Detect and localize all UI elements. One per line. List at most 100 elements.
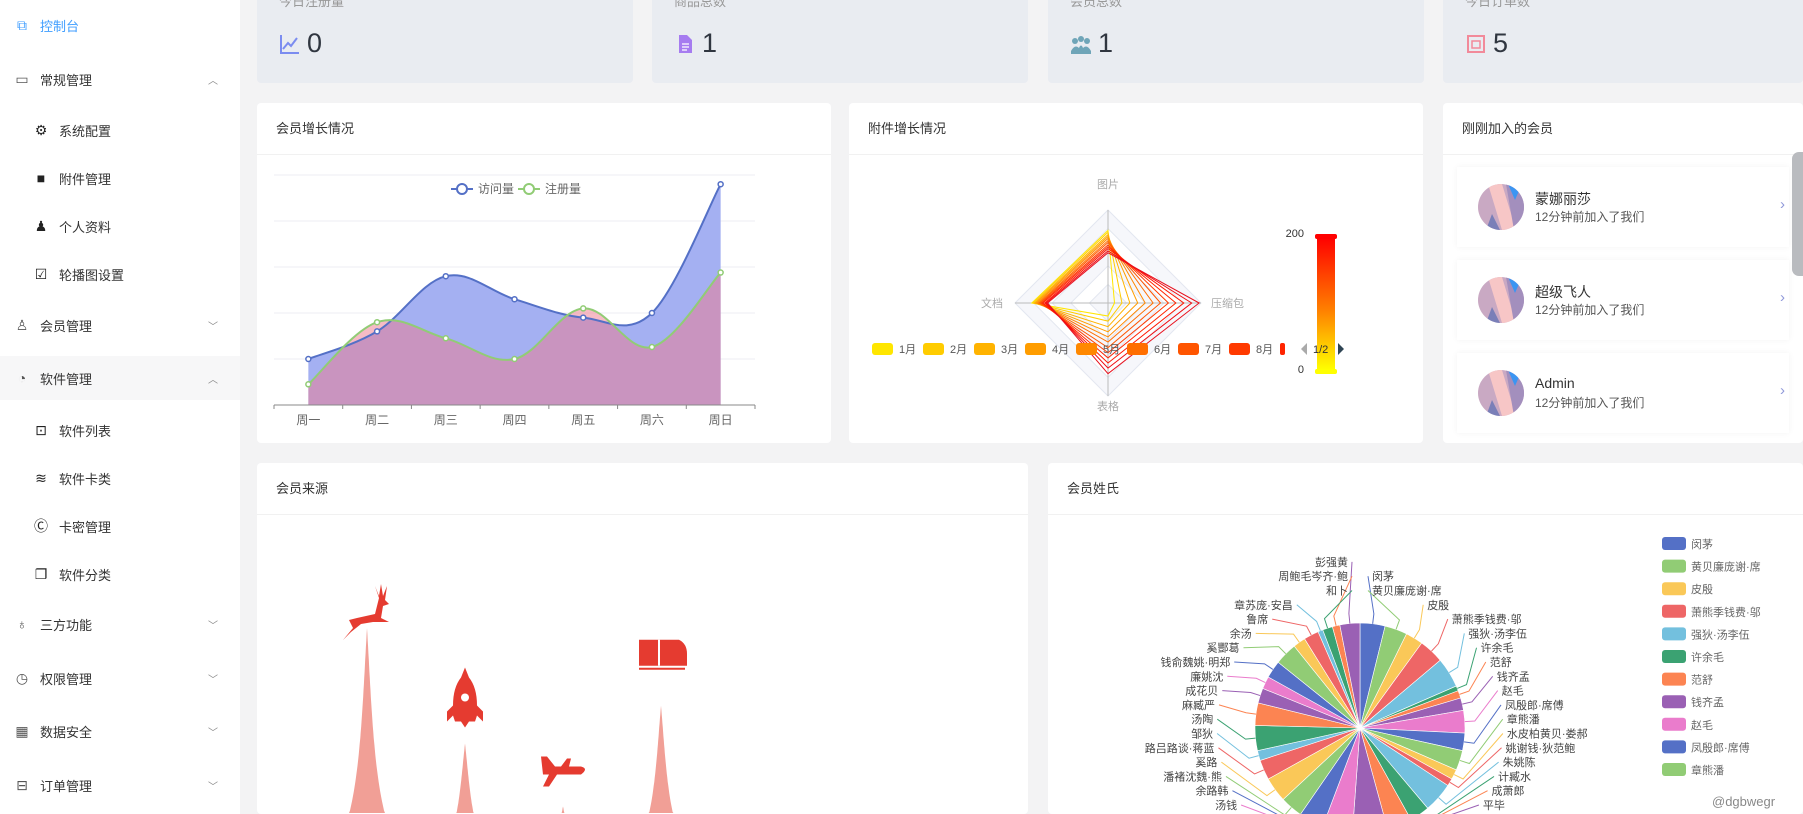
- pie-slice[interactable]: [1323, 727, 1361, 814]
- legend-label[interactable]: 5月: [1103, 344, 1120, 356]
- data-point[interactable]: [511, 295, 518, 303]
- legend-swatch[interactable]: [1229, 343, 1250, 355]
- pictorial-bar[interactable]: [349, 628, 385, 813]
- legend-label[interactable]: 皮殷: [1691, 583, 1713, 596]
- data-point[interactable]: [305, 381, 312, 388]
- data-point[interactable]: [442, 272, 450, 280]
- legend-swatch[interactable]: [1025, 343, 1046, 355]
- legend-label[interactable]: 4月: [1052, 344, 1069, 356]
- visual-map-handle-bottom[interactable]: [1315, 369, 1337, 374]
- chevron-up-icon[interactable]: ︿: [208, 374, 218, 386]
- legend-swatch[interactable]: [1662, 650, 1686, 663]
- data-point[interactable]: [579, 305, 587, 312]
- legend-label[interactable]: 8月: [1256, 344, 1273, 356]
- legend-swatch[interactable]: [1662, 537, 1686, 550]
- radar-series-9月[interactable]: [1042, 246, 1177, 359]
- chevron-down-icon[interactable]: ﹀: [208, 620, 218, 632]
- sidebar-item[interactable]: ♟ 个人资料: [0, 204, 240, 248]
- chevron-right-icon[interactable]: ›: [1780, 289, 1785, 306]
- legend-swatch[interactable]: [1662, 627, 1686, 641]
- radar-series-11月[interactable]: [1045, 250, 1193, 369]
- legend-swatch[interactable]: [1662, 763, 1686, 776]
- sidebar-item[interactable]: ⊟ 订单管理 ﹀: [0, 763, 240, 807]
- member-list-item[interactable]: Admin 12分钟前加入了我们 ›: [1457, 353, 1789, 433]
- pie-slice[interactable]: [1359, 727, 1429, 814]
- legend-label[interactable]: 许余毛: [1691, 650, 1724, 664]
- sidebar-item[interactable]: ♁ 三方功能 ﹀: [0, 602, 240, 646]
- legend-swatch[interactable]: [1662, 582, 1686, 596]
- legend-label[interactable]: 注册量: [545, 181, 581, 196]
- data-point[interactable]: [442, 335, 450, 342]
- legend-swatch[interactable]: [923, 343, 944, 355]
- legend-marker[interactable]: [456, 183, 468, 195]
- chevron-down-icon[interactable]: ﹀: [208, 321, 218, 333]
- chevron-right-icon[interactable]: ›: [1780, 196, 1785, 213]
- legend-swatch[interactable]: [1127, 343, 1148, 355]
- sidebar-item[interactable]: ▦ 数据安全 ﹀: [0, 709, 240, 753]
- sidebar-item[interactable]: ☑ 轮播图设置: [0, 252, 240, 296]
- sidebar-item[interactable]: ⊡ 软件列表: [0, 408, 240, 452]
- data-point[interactable]: [373, 328, 381, 335]
- sidebar-item[interactable]: ❐ 软件分类: [0, 552, 240, 596]
- legend-label[interactable]: 范舒: [1691, 673, 1713, 687]
- sidebar-item[interactable]: ◷ 权限管理 ﹀: [0, 656, 240, 700]
- radar-series-7月[interactable]: [1039, 241, 1162, 349]
- legend-label[interactable]: 强狄·汤李伍: [1691, 627, 1750, 641]
- member-list-item[interactable]: 超级飞人 12分钟前加入了我们 ›: [1457, 260, 1789, 340]
- chevron-up-icon[interactable]: ︿: [208, 75, 218, 87]
- radar-series-10月[interactable]: [1044, 247, 1185, 364]
- data-point[interactable]: [579, 314, 587, 321]
- legend-label[interactable]: 钱齐孟: [1691, 695, 1724, 709]
- radar-series-4月[interactable]: [1035, 235, 1139, 333]
- radar-series-12月[interactable]: [1046, 252, 1201, 375]
- legend-label[interactable]: 萧熊季钱费·邬: [1691, 605, 1761, 619]
- legend-marker[interactable]: [523, 183, 535, 195]
- chevron-right-icon[interactable]: ›: [1780, 382, 1785, 399]
- radar-series-3月[interactable]: [1033, 233, 1131, 328]
- legend-swatch[interactable]: [974, 343, 995, 355]
- legend-label[interactable]: 章熊潘: [1691, 763, 1724, 777]
- data-point[interactable]: [373, 318, 381, 326]
- legend-label[interactable]: 1月: [899, 344, 916, 356]
- chevron-down-icon[interactable]: ﹀: [208, 674, 218, 686]
- pictorial-bar[interactable]: [648, 705, 674, 813]
- radar-series-1月[interactable]: [1030, 229, 1116, 317]
- radar-series-8月[interactable]: [1040, 244, 1170, 354]
- legend-label[interactable]: 2月: [950, 344, 967, 356]
- data-point[interactable]: [305, 355, 312, 363]
- chevron-down-icon[interactable]: ﹀: [208, 727, 218, 739]
- data-point[interactable]: [511, 355, 518, 363]
- legend-label[interactable]: 7月: [1205, 344, 1222, 356]
- pictorial-bar[interactable]: [456, 743, 474, 814]
- legend-swatch[interactable]: [1662, 559, 1686, 573]
- legend-label[interactable]: 黄贝廉庞谢·席: [1691, 560, 1761, 574]
- floating-scroll-widget[interactable]: [1792, 152, 1803, 276]
- legend-swatch[interactable]: [1662, 717, 1686, 731]
- legend-label[interactable]: 凤殷郎·席傅: [1691, 740, 1750, 754]
- data-point[interactable]: [717, 269, 724, 276]
- sidebar-item[interactable]: ▭ 常规管理 ︿: [0, 57, 240, 101]
- sidebar-item[interactable]: ≋ 软件卡类: [0, 456, 240, 500]
- member-list-item[interactable]: 蒙娜丽莎 12分钟前加入了我们 ›: [1457, 167, 1789, 247]
- legend-swatch[interactable]: [1662, 672, 1686, 686]
- legend-label[interactable]: 3月: [1001, 344, 1018, 356]
- radar-series-5月[interactable]: [1036, 237, 1146, 338]
- sidebar-item[interactable]: ⧉ 控制台: [0, 3, 240, 47]
- legend-label[interactable]: 赵毛: [1691, 718, 1713, 732]
- pie-slice[interactable]: [1359, 727, 1411, 814]
- legend-label[interactable]: 6月: [1154, 344, 1171, 356]
- legend-swatch[interactable]: [872, 343, 893, 355]
- pie-slice[interactable]: [1352, 727, 1387, 814]
- legend-swatch[interactable]: [1662, 740, 1686, 754]
- visual-map-bar[interactable]: [1317, 237, 1335, 370]
- data-point[interactable]: [648, 309, 656, 317]
- legend-swatch[interactable]: [1178, 343, 1199, 355]
- legend-swatch[interactable]: [1662, 604, 1686, 618]
- legend-swatch[interactable]: [1076, 343, 1097, 355]
- sidebar-item[interactable]: Ⓒ 卡密管理: [0, 504, 240, 548]
- pictorial-bar[interactable]: [561, 806, 565, 814]
- pie-slice[interactable]: [1300, 727, 1361, 814]
- data-point[interactable]: [717, 180, 724, 188]
- chevron-down-icon[interactable]: ﹀: [208, 781, 218, 793]
- legend-next-icon[interactable]: [1338, 343, 1344, 355]
